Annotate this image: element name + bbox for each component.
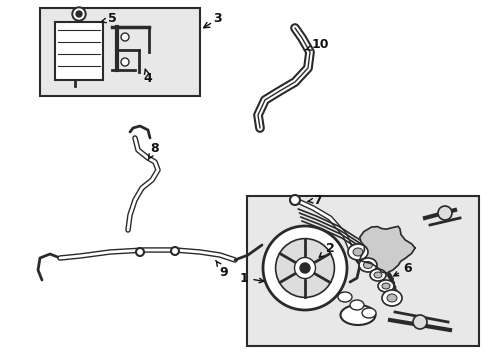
- Circle shape: [72, 7, 86, 21]
- Text: 10: 10: [305, 39, 328, 51]
- Text: 3: 3: [213, 12, 221, 24]
- Ellipse shape: [337, 292, 351, 302]
- Text: 4: 4: [143, 69, 152, 85]
- Circle shape: [171, 247, 179, 255]
- Polygon shape: [359, 226, 414, 273]
- Circle shape: [412, 315, 426, 329]
- Ellipse shape: [377, 280, 393, 292]
- Circle shape: [136, 248, 143, 256]
- Ellipse shape: [381, 290, 401, 306]
- Ellipse shape: [361, 308, 375, 318]
- Ellipse shape: [363, 261, 372, 269]
- Ellipse shape: [347, 244, 367, 260]
- Ellipse shape: [352, 248, 362, 256]
- Circle shape: [74, 9, 84, 19]
- Bar: [40, 8, 200, 96]
- Circle shape: [121, 33, 129, 41]
- Circle shape: [275, 239, 334, 297]
- Bar: [246, 196, 478, 346]
- Text: 7: 7: [307, 194, 322, 207]
- Circle shape: [437, 206, 451, 220]
- Ellipse shape: [369, 269, 385, 281]
- Circle shape: [121, 58, 129, 66]
- Text: 6: 6: [393, 261, 411, 276]
- Circle shape: [299, 263, 309, 273]
- Text: 9: 9: [215, 260, 228, 279]
- Ellipse shape: [386, 294, 396, 302]
- Ellipse shape: [358, 258, 376, 272]
- Text: 2: 2: [319, 242, 334, 257]
- Ellipse shape: [349, 300, 363, 310]
- Text: 1: 1: [239, 271, 263, 284]
- Circle shape: [289, 195, 299, 205]
- Circle shape: [76, 11, 82, 17]
- Text: 8: 8: [148, 141, 159, 160]
- Ellipse shape: [340, 305, 375, 325]
- Circle shape: [294, 257, 315, 279]
- Ellipse shape: [373, 272, 381, 278]
- Text: 5: 5: [101, 13, 116, 26]
- Circle shape: [263, 226, 346, 310]
- Bar: [55, 22, 103, 80]
- Ellipse shape: [381, 283, 389, 289]
